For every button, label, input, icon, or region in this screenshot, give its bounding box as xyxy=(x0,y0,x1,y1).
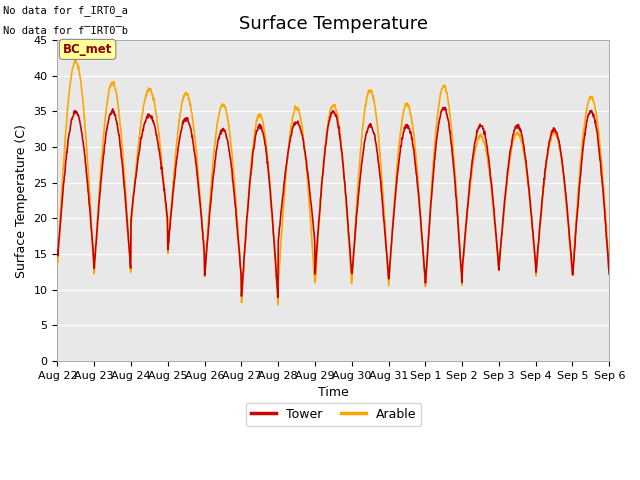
Title: Surface Temperature: Surface Temperature xyxy=(239,15,428,33)
Text: No data for f̅IRT0̅b: No data for f̅IRT0̅b xyxy=(3,26,128,36)
Legend: Tower, Arable: Tower, Arable xyxy=(246,403,421,425)
X-axis label: Time: Time xyxy=(318,386,349,399)
Text: BC_met: BC_met xyxy=(63,43,112,56)
Text: No data for f_IRT0_a: No data for f_IRT0_a xyxy=(3,5,128,16)
Y-axis label: Surface Temperature (C): Surface Temperature (C) xyxy=(15,124,28,277)
